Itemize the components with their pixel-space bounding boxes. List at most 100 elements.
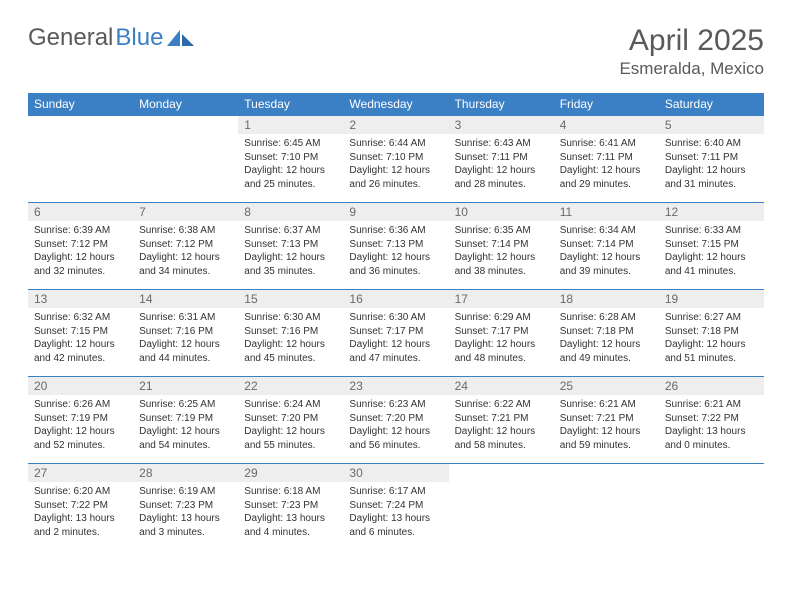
week-row: 27Sunrise: 6:20 AMSunset: 7:22 PMDayligh…: [28, 464, 764, 551]
day-number: 3: [449, 116, 554, 134]
day-cell: 6Sunrise: 6:39 AMSunset: 7:12 PMDaylight…: [28, 203, 133, 290]
day-details: Sunrise: 6:38 AMSunset: 7:12 PMDaylight:…: [133, 221, 238, 286]
day-number: 4: [554, 116, 659, 134]
day-details: Sunrise: 6:44 AMSunset: 7:10 PMDaylight:…: [343, 134, 448, 199]
month-title: April 2025: [619, 24, 764, 57]
day-cell: [554, 464, 659, 551]
day-header: Sunday: [28, 93, 133, 116]
day-cell: 9Sunrise: 6:36 AMSunset: 7:13 PMDaylight…: [343, 203, 448, 290]
day-number: 23: [343, 377, 448, 395]
day-number: 6: [28, 203, 133, 221]
day-number: 15: [238, 290, 343, 308]
day-details: Sunrise: 6:33 AMSunset: 7:15 PMDaylight:…: [659, 221, 764, 286]
week-row: 13Sunrise: 6:32 AMSunset: 7:15 PMDayligh…: [28, 290, 764, 377]
day-cell: [133, 116, 238, 203]
day-cell: 3Sunrise: 6:43 AMSunset: 7:11 PMDaylight…: [449, 116, 554, 203]
location: Esmeralda, Mexico: [619, 59, 764, 79]
brand-part2: Blue: [115, 24, 163, 52]
day-cell: 11Sunrise: 6:34 AMSunset: 7:14 PMDayligh…: [554, 203, 659, 290]
day-details: Sunrise: 6:27 AMSunset: 7:18 PMDaylight:…: [659, 308, 764, 373]
day-number: 21: [133, 377, 238, 395]
day-number: 20: [28, 377, 133, 395]
day-details: Sunrise: 6:23 AMSunset: 7:20 PMDaylight:…: [343, 395, 448, 460]
day-number: 25: [554, 377, 659, 395]
day-header: Tuesday: [238, 93, 343, 116]
day-cell: 16Sunrise: 6:30 AMSunset: 7:17 PMDayligh…: [343, 290, 448, 377]
day-header: Monday: [133, 93, 238, 116]
day-number: 24: [449, 377, 554, 395]
day-cell: 18Sunrise: 6:28 AMSunset: 7:18 PMDayligh…: [554, 290, 659, 377]
day-cell: 22Sunrise: 6:24 AMSunset: 7:20 PMDayligh…: [238, 377, 343, 464]
day-header-row: SundayMondayTuesdayWednesdayThursdayFrid…: [28, 93, 764, 116]
day-number: 30: [343, 464, 448, 482]
day-number: 22: [238, 377, 343, 395]
day-number: 11: [554, 203, 659, 221]
day-cell: 5Sunrise: 6:40 AMSunset: 7:11 PMDaylight…: [659, 116, 764, 203]
day-number: 16: [343, 290, 448, 308]
day-details: Sunrise: 6:35 AMSunset: 7:14 PMDaylight:…: [449, 221, 554, 286]
day-cell: 8Sunrise: 6:37 AMSunset: 7:13 PMDaylight…: [238, 203, 343, 290]
day-number: 14: [133, 290, 238, 308]
day-details: Sunrise: 6:21 AMSunset: 7:21 PMDaylight:…: [554, 395, 659, 460]
day-cell: 20Sunrise: 6:26 AMSunset: 7:19 PMDayligh…: [28, 377, 133, 464]
day-number: 12: [659, 203, 764, 221]
day-number: 13: [28, 290, 133, 308]
day-cell: 13Sunrise: 6:32 AMSunset: 7:15 PMDayligh…: [28, 290, 133, 377]
day-details: Sunrise: 6:28 AMSunset: 7:18 PMDaylight:…: [554, 308, 659, 373]
day-details: Sunrise: 6:36 AMSunset: 7:13 PMDaylight:…: [343, 221, 448, 286]
day-details: Sunrise: 6:45 AMSunset: 7:10 PMDaylight:…: [238, 134, 343, 199]
day-details: Sunrise: 6:39 AMSunset: 7:12 PMDaylight:…: [28, 221, 133, 286]
day-cell: 21Sunrise: 6:25 AMSunset: 7:19 PMDayligh…: [133, 377, 238, 464]
day-number: 29: [238, 464, 343, 482]
day-details: Sunrise: 6:18 AMSunset: 7:23 PMDaylight:…: [238, 482, 343, 547]
day-number: 27: [28, 464, 133, 482]
day-cell: 28Sunrise: 6:19 AMSunset: 7:23 PMDayligh…: [133, 464, 238, 551]
day-details: Sunrise: 6:26 AMSunset: 7:19 PMDaylight:…: [28, 395, 133, 460]
day-cell: 15Sunrise: 6:30 AMSunset: 7:16 PMDayligh…: [238, 290, 343, 377]
week-row: 6Sunrise: 6:39 AMSunset: 7:12 PMDaylight…: [28, 203, 764, 290]
day-cell: 25Sunrise: 6:21 AMSunset: 7:21 PMDayligh…: [554, 377, 659, 464]
day-cell: [449, 464, 554, 551]
day-number: 28: [133, 464, 238, 482]
day-details: Sunrise: 6:25 AMSunset: 7:19 PMDaylight:…: [133, 395, 238, 460]
day-details: Sunrise: 6:22 AMSunset: 7:21 PMDaylight:…: [449, 395, 554, 460]
day-cell: 27Sunrise: 6:20 AMSunset: 7:22 PMDayligh…: [28, 464, 133, 551]
day-cell: 10Sunrise: 6:35 AMSunset: 7:14 PMDayligh…: [449, 203, 554, 290]
day-number: 19: [659, 290, 764, 308]
day-number: 9: [343, 203, 448, 221]
day-cell: 17Sunrise: 6:29 AMSunset: 7:17 PMDayligh…: [449, 290, 554, 377]
day-cell: 30Sunrise: 6:17 AMSunset: 7:24 PMDayligh…: [343, 464, 448, 551]
day-number: 2: [343, 116, 448, 134]
day-number: 7: [133, 203, 238, 221]
day-number: 10: [449, 203, 554, 221]
day-details: Sunrise: 6:30 AMSunset: 7:17 PMDaylight:…: [343, 308, 448, 373]
day-details: Sunrise: 6:20 AMSunset: 7:22 PMDaylight:…: [28, 482, 133, 547]
day-details: Sunrise: 6:31 AMSunset: 7:16 PMDaylight:…: [133, 308, 238, 373]
day-details: Sunrise: 6:32 AMSunset: 7:15 PMDaylight:…: [28, 308, 133, 373]
day-cell: 2Sunrise: 6:44 AMSunset: 7:10 PMDaylight…: [343, 116, 448, 203]
week-row: 20Sunrise: 6:26 AMSunset: 7:19 PMDayligh…: [28, 377, 764, 464]
day-number: 1: [238, 116, 343, 134]
brand-logo: GeneralBlue: [28, 24, 195, 52]
day-details: Sunrise: 6:41 AMSunset: 7:11 PMDaylight:…: [554, 134, 659, 199]
day-cell: 14Sunrise: 6:31 AMSunset: 7:16 PMDayligh…: [133, 290, 238, 377]
day-cell: 4Sunrise: 6:41 AMSunset: 7:11 PMDaylight…: [554, 116, 659, 203]
day-details: Sunrise: 6:24 AMSunset: 7:20 PMDaylight:…: [238, 395, 343, 460]
day-cell: [659, 464, 764, 551]
day-details: Sunrise: 6:29 AMSunset: 7:17 PMDaylight:…: [449, 308, 554, 373]
day-cell: 24Sunrise: 6:22 AMSunset: 7:21 PMDayligh…: [449, 377, 554, 464]
week-row: 1Sunrise: 6:45 AMSunset: 7:10 PMDaylight…: [28, 116, 764, 203]
day-details: Sunrise: 6:30 AMSunset: 7:16 PMDaylight:…: [238, 308, 343, 373]
day-cell: 1Sunrise: 6:45 AMSunset: 7:10 PMDaylight…: [238, 116, 343, 203]
day-cell: 19Sunrise: 6:27 AMSunset: 7:18 PMDayligh…: [659, 290, 764, 377]
day-cell: 23Sunrise: 6:23 AMSunset: 7:20 PMDayligh…: [343, 377, 448, 464]
day-header: Wednesday: [343, 93, 448, 116]
day-details: Sunrise: 6:19 AMSunset: 7:23 PMDaylight:…: [133, 482, 238, 547]
day-cell: 7Sunrise: 6:38 AMSunset: 7:12 PMDaylight…: [133, 203, 238, 290]
day-cell: 12Sunrise: 6:33 AMSunset: 7:15 PMDayligh…: [659, 203, 764, 290]
day-number: 5: [659, 116, 764, 134]
day-number: 18: [554, 290, 659, 308]
day-details: Sunrise: 6:17 AMSunset: 7:24 PMDaylight:…: [343, 482, 448, 547]
day-details: Sunrise: 6:37 AMSunset: 7:13 PMDaylight:…: [238, 221, 343, 286]
day-header: Friday: [554, 93, 659, 116]
